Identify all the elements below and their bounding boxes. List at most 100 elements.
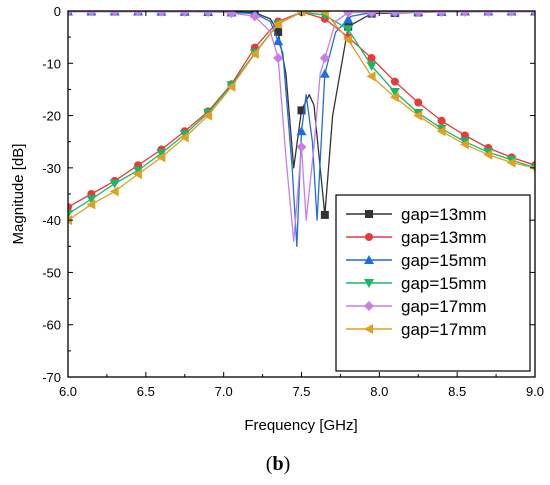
- legend-marker: [364, 324, 373, 334]
- data-point: [530, 11, 535, 17]
- data-point: [86, 199, 96, 210]
- data-point: [506, 157, 516, 168]
- y-tick-label: -50: [42, 265, 61, 280]
- data-point: [133, 166, 144, 176]
- data-point: [296, 126, 307, 136]
- data-point: [156, 152, 166, 163]
- data-point: [133, 11, 144, 17]
- x-tick-label: 8.0: [370, 384, 388, 399]
- data-point: [203, 110, 213, 121]
- data-point: [249, 11, 260, 22]
- data-point: [109, 179, 120, 189]
- x-tick-label: 8.5: [448, 384, 466, 399]
- data-point: [319, 53, 330, 64]
- data-point: [156, 11, 167, 17]
- data-point: [203, 11, 214, 17]
- legend-label: gap=15mm: [401, 274, 487, 293]
- data-point: [249, 48, 259, 59]
- y-axis-title: Magnitude [dB]: [10, 144, 27, 245]
- data-point: [86, 195, 97, 205]
- y-tick-label: -10: [42, 56, 61, 71]
- x-tick-label: 6.5: [137, 384, 155, 399]
- legend-marker: [365, 210, 373, 218]
- legend-label: gap=17mm: [401, 297, 487, 316]
- data-point: [413, 110, 423, 121]
- series-layer: [68, 11, 535, 247]
- legend: gap=13mm gap=13mm gap=15mm gap=15mm gap=17mm…: [335, 194, 531, 372]
- caption-open-paren: (: [266, 453, 273, 475]
- caption-close-paren: ): [284, 453, 291, 475]
- legend-label: gap=13mm: [401, 205, 487, 224]
- y-tick-label: -70: [42, 370, 61, 385]
- data-point: [319, 68, 330, 78]
- data-point: [273, 53, 284, 64]
- series-6-line: [68, 11, 535, 221]
- y-tick-label: -40: [42, 213, 61, 228]
- legend-marker: [364, 279, 374, 288]
- data-point: [437, 116, 446, 125]
- data-point: [483, 149, 493, 160]
- data-point: [179, 132, 189, 143]
- data-point: [483, 11, 494, 17]
- legend-label: gap=13mm: [401, 228, 487, 247]
- data-point: [320, 210, 329, 219]
- data-point: [274, 27, 283, 36]
- data-point: [68, 209, 73, 219]
- y-tick-label: -30: [42, 161, 61, 176]
- data-point: [389, 11, 400, 18]
- x-tick-label: 6.0: [59, 384, 77, 399]
- legend-item: gap=17mm: [346, 297, 487, 316]
- legend-label: gap=17mm: [401, 320, 487, 339]
- legend-marker: [365, 233, 373, 241]
- data-point: [459, 139, 469, 150]
- axes-layer: 6.0 6.5 7.0 7.5 8.0 8.5 9.0 0 -10 -20 -30 -40 -50 -60…: [42, 4, 544, 399]
- data-point: [413, 11, 424, 18]
- data-point: [366, 61, 377, 71]
- series-5-line: [68, 11, 535, 242]
- data-point: [296, 141, 307, 152]
- figure-caption: (b): [266, 453, 290, 475]
- data-point: [343, 14, 354, 24]
- y-tick-label: -60: [42, 318, 61, 333]
- caption-letter: b: [272, 453, 283, 475]
- series-3-line: [68, 11, 535, 247]
- data-point: [343, 25, 354, 35]
- data-point: [436, 126, 446, 137]
- data-point: [390, 77, 399, 86]
- legend-marker: [364, 301, 374, 311]
- x-tick-label: 9.0: [526, 384, 544, 399]
- data-point: [273, 36, 284, 46]
- data-point: [343, 11, 354, 18]
- data-point: [179, 11, 190, 17]
- data-point: [226, 11, 237, 19]
- series-5: [68, 11, 535, 242]
- data-point: [389, 88, 400, 98]
- data-point: [460, 131, 469, 140]
- data-point: [459, 11, 470, 17]
- series-6: [68, 11, 535, 226]
- data-point: [436, 11, 447, 18]
- data-point: [86, 11, 97, 17]
- legend-marker: [364, 255, 374, 264]
- data-point: [506, 11, 517, 17]
- x-axis-title: Frequency [GHz]: [244, 417, 357, 434]
- data-point: [297, 106, 306, 115]
- data-point: [109, 11, 120, 17]
- data-point: [273, 19, 283, 30]
- legend-item: gap=13mm: [346, 205, 487, 224]
- data-point: [226, 81, 236, 92]
- legend-item: gap=13mm: [346, 228, 487, 247]
- legend-label: gap=15mm: [401, 251, 487, 270]
- y-tick-label: 0: [54, 4, 61, 19]
- data-point: [68, 11, 73, 17]
- x-tick-label: 7.0: [215, 384, 233, 399]
- y-tick-label: -20: [42, 109, 61, 124]
- legend-item: gap=15mm: [346, 274, 487, 293]
- data-point: [319, 11, 329, 18]
- data-point: [366, 11, 377, 18]
- data-point: [414, 98, 423, 107]
- data-point: [133, 169, 143, 180]
- data-point: [156, 149, 167, 159]
- x-tick-label: 7.5: [292, 384, 310, 399]
